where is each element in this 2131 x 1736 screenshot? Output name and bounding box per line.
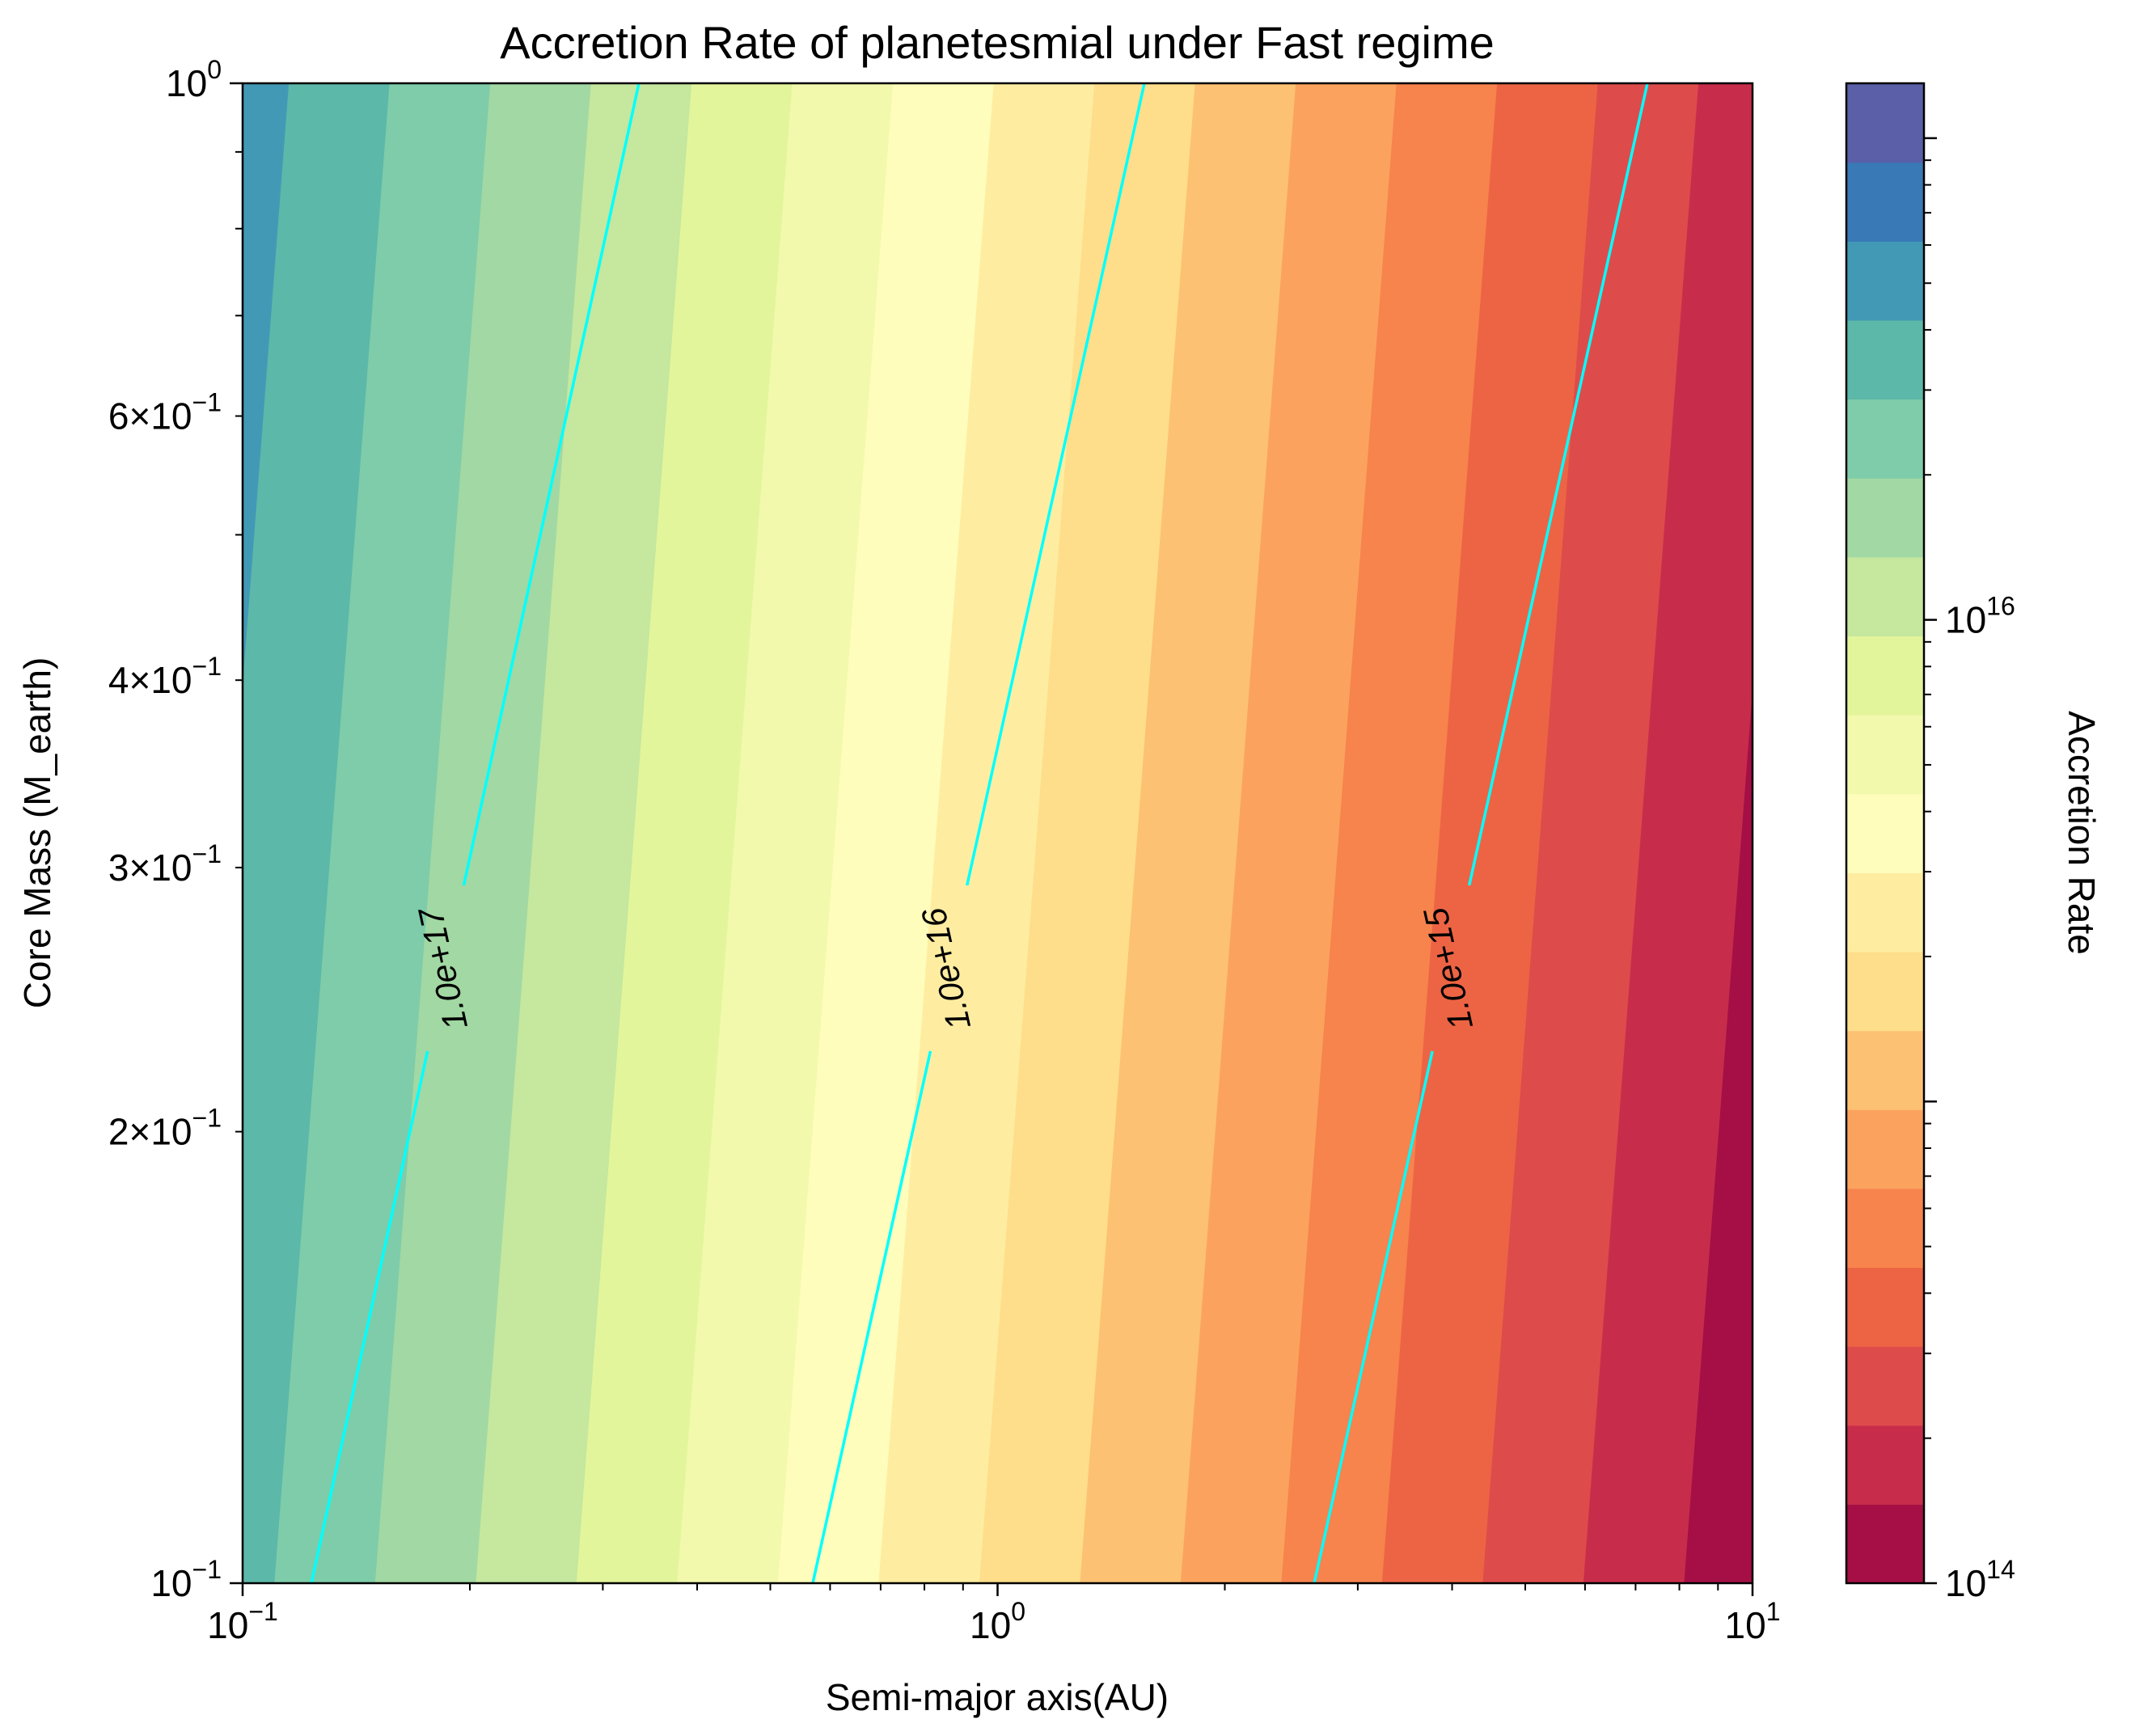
- contour-band: [1684, 691, 1753, 1583]
- contour-line: [1467, 83, 1649, 886]
- colorbar-block: [1846, 951, 1924, 1032]
- colorbar-block: [1846, 1346, 1924, 1426]
- colorbar-block: [1846, 83, 1924, 163]
- y-axis-label: Core Mass (M_earth): [16, 657, 58, 1009]
- contour-line: [462, 83, 641, 886]
- contour-band: [274, 83, 496, 1583]
- contour-line: [811, 1050, 932, 1583]
- contour-band: [374, 83, 596, 1583]
- colorbar-block: [1846, 1504, 1924, 1584]
- contour-lines: [310, 83, 1649, 1583]
- x-axis-ticks: 10−1 100 101: [207, 1583, 1780, 1646]
- contour-band: [243, 83, 294, 750]
- colorbar-block: [1846, 715, 1924, 795]
- contour-line: [966, 83, 1146, 886]
- contour-band: [979, 83, 1200, 1583]
- contour-line: [310, 1050, 429, 1583]
- contour-band: [576, 83, 797, 1583]
- colorbar-label: Accretion Rate: [2061, 711, 2103, 955]
- contour-band: [476, 83, 697, 1583]
- contour-bands: [243, 83, 1753, 1583]
- colorbar-block: [1846, 319, 1924, 400]
- colorbar-block: [1846, 793, 1924, 873]
- colorbar-block: [1846, 1267, 1924, 1347]
- colorbar-block: [1846, 1188, 1924, 1269]
- colorbar-ticks: 1014 1016: [1924, 137, 2015, 1604]
- colorbar-frame: [1845, 82, 1926, 1585]
- x-tick-label: 10−1: [207, 1597, 278, 1646]
- y-tick-label: 6×10−1: [108, 388, 222, 437]
- y-tick-label: 3×10−1: [108, 839, 222, 889]
- x-tick-label: 100: [970, 1597, 1025, 1646]
- colorbar-block: [1846, 399, 1924, 479]
- chart-title: Accretion Rate of planetesmial under Fas…: [500, 17, 1494, 68]
- y-tick-label: 10−1: [150, 1555, 222, 1604]
- x-axis-label: Semi-major axis(AU): [826, 1676, 1169, 1718]
- colorbar-block: [1846, 556, 1924, 637]
- colorbar-block: [1846, 1109, 1924, 1189]
- y-tick-label: 100: [166, 55, 222, 104]
- colorbar-tick-label: 1016: [1945, 592, 2015, 641]
- y-axis-ticks: 10−1 2×10−1 3×10−1 4×10−1 6×10−1 100: [108, 55, 243, 1604]
- contour-band: [1281, 83, 1503, 1583]
- colorbar-block: [1846, 1425, 1924, 1505]
- contour-band: [878, 83, 1100, 1583]
- colorbar-tick-label: 1014: [1945, 1555, 2015, 1604]
- x-tick-label: 101: [1725, 1597, 1781, 1646]
- colorbar-block: [1846, 1030, 1924, 1110]
- colorbar-block: [1846, 162, 1924, 242]
- contour-band: [777, 83, 999, 1583]
- contour-band: [1482, 83, 1704, 1583]
- contour-band: [677, 83, 898, 1583]
- colorbar-block: [1846, 872, 1924, 952]
- y-tick-label: 4×10−1: [108, 652, 222, 701]
- contour-band: [1381, 83, 1603, 1583]
- y-tick-label: 2×10−1: [108, 1104, 222, 1153]
- contour-band: [1080, 83, 1301, 1583]
- colorbar-block: [1846, 241, 1924, 321]
- contour-band: [1180, 83, 1402, 1583]
- contour-band: [1583, 83, 1753, 1583]
- colorbar-block: [1846, 636, 1924, 716]
- colorbar: [1846, 83, 1924, 1584]
- contour-line: [1313, 1050, 1434, 1583]
- colorbar-block: [1846, 478, 1924, 558]
- contour-band: [243, 83, 395, 1583]
